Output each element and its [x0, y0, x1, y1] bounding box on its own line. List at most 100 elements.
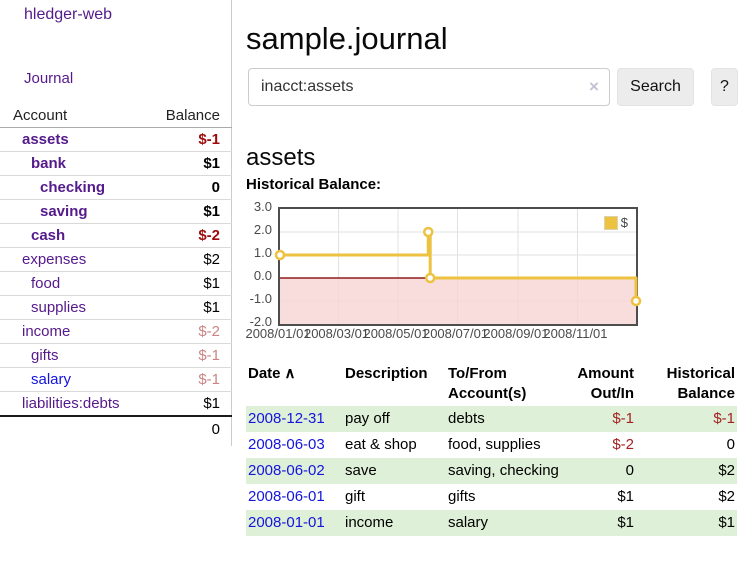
y-tick-label: 1.0 [253, 245, 272, 260]
sidebar: hledger-web Journal Account Balance asse… [0, 0, 232, 446]
col-header-date[interactable]: Date ∧ [246, 362, 343, 406]
x-tick-label: 2008/03/01 [303, 326, 370, 341]
sidebar-account-balance: $1 [203, 155, 220, 172]
transaction-date-link[interactable]: 2008-06-01 [248, 488, 325, 505]
search-button[interactable]: Search [617, 68, 694, 106]
col-header-line1: Amount [577, 365, 634, 382]
sidebar-account-balance: $1 [203, 275, 220, 292]
help-button[interactable]: ? [711, 68, 738, 106]
data-point-marker [274, 249, 286, 261]
sidebar-account-link-saving[interactable]: saving [40, 203, 88, 220]
x-tick-label: 2008/05/01 [363, 326, 429, 341]
sidebar-account-link-food[interactable]: food [31, 275, 61, 292]
transaction-date-cell: 2008-12-31 [246, 406, 343, 432]
legend-label: $ [620, 215, 628, 230]
sidebar-account-link-expenses[interactable]: expenses [22, 251, 87, 268]
transaction-balance-cell: $2 [718, 462, 735, 479]
sidebar-item-journal[interactable]: Journal [24, 70, 74, 87]
sidebar-account-row: expenses $2 [0, 248, 232, 272]
transaction-row: 2008-12-31 pay off debts $-1 $-1 [246, 406, 737, 432]
sidebar-account-row: salary $-1 [0, 368, 232, 392]
accounts-header-account: Account [13, 107, 68, 124]
y-tick-label: -1.0 [249, 291, 272, 306]
transaction-amount-cell: $-2 [612, 436, 634, 453]
sidebar-account-row: supplies $1 [0, 296, 232, 320]
search-input[interactable] [248, 68, 610, 106]
sidebar-account-link-cash[interactable]: cash [31, 227, 66, 244]
sidebar-account-link-salary[interactable]: salary [31, 371, 72, 388]
transaction-accounts-cell: gifts [448, 488, 476, 505]
accounts-header-row: Account Balance [0, 104, 232, 128]
transaction-amount-cell: $1 [617, 488, 634, 505]
transaction-date-link[interactable]: 2008-06-03 [248, 436, 325, 453]
transaction-amount-cell: $-1 [612, 410, 634, 427]
transaction-description-cell: pay off [345, 410, 390, 427]
transaction-row: 2008-06-02 save saving, checking 0 $2 [246, 458, 737, 484]
transaction-description-cell: gift [345, 488, 366, 505]
col-header-line1: Date ∧ [248, 365, 296, 382]
clear-search-icon[interactable]: × [589, 77, 599, 96]
transaction-amount-cell: 0 [625, 462, 634, 479]
x-tick-label: 2008/07/01 [422, 326, 489, 341]
sidebar-account-link-assets[interactable]: assets [22, 131, 69, 148]
negative-region [280, 278, 636, 324]
transaction-row: 2008-06-01 gift gifts $1 $2 [246, 484, 737, 510]
sidebar-account-row: bank $1 [0, 152, 232, 176]
y-tick-label: 2.0 [253, 222, 272, 237]
transaction-date-cell: 2008-06-01 [246, 484, 343, 510]
chart-legend: $ [601, 214, 630, 231]
transaction-date-cell: 2008-06-02 [246, 458, 343, 484]
legend-swatch-icon [603, 215, 618, 230]
col-header-line2: Balance [677, 385, 735, 402]
sidebar-account-link-supplies[interactable]: supplies [31, 299, 87, 316]
transaction-accounts-cell: saving, checking [448, 462, 559, 479]
sidebar-account-link-liabilities-debts[interactable]: liabilities:debts [22, 395, 120, 412]
sidebar-account-link-checking[interactable]: checking [40, 179, 106, 196]
transaction-description-cell: save [345, 462, 377, 479]
transaction-balance-cell: 0 [726, 436, 735, 453]
sidebar-account-link-income[interactable]: income [22, 323, 71, 340]
col-header-historical: Historical Balance [636, 362, 737, 406]
y-tick-label: 3.0 [253, 199, 272, 214]
y-tick-label: -2.0 [249, 314, 272, 329]
col-header-line1: Historical [666, 365, 735, 382]
sidebar-account-balance: $-2 [198, 323, 220, 340]
app-brand-link[interactable]: hledger-web [24, 6, 113, 23]
transaction-date-cell: 2008-01-01 [246, 510, 343, 536]
transaction-balance-cell: $1 [718, 514, 735, 531]
sidebar-account-row: cash $-2 [0, 224, 232, 248]
transaction-description-cell: income [345, 514, 394, 531]
accounts-header-balance: Balance [165, 107, 220, 124]
accounts-total-value: 0 [211, 420, 220, 438]
balance-step-line [280, 230, 638, 301]
sidebar-account-balance: $1 [203, 299, 220, 316]
col-header-line2: Account(s) [448, 385, 527, 402]
accounts-panel: Account Balance assets $-1 bank $1 checking 0… [0, 104, 232, 441]
account-heading: assets [246, 143, 316, 171]
transaction-description-cell: eat & shop [345, 436, 417, 453]
transaction-date-link[interactable]: 2008-06-02 [248, 462, 325, 479]
sidebar-account-row: checking 0 [0, 176, 232, 200]
transaction-accounts-cell: debts [448, 410, 485, 427]
accounts-list: assets $-1 bank $1 checking 0 saving $1 cash $-2 e… [0, 128, 232, 417]
transaction-row: 2008-06-03 eat & shop food, supplies $-2 0 [246, 432, 737, 458]
accounts-total-row: 0 [0, 417, 232, 441]
sidebar-account-link-gifts[interactable]: gifts [31, 347, 59, 364]
transaction-row: 2008-01-01 income salary $1 $1 [246, 510, 737, 536]
sidebar-account-row: gifts $-1 [0, 344, 232, 368]
transaction-amount-cell: $1 [617, 514, 634, 531]
transaction-accounts-cell: food, supplies [448, 436, 541, 453]
sidebar-account-balance: $2 [203, 251, 220, 268]
sidebar-account-link-bank[interactable]: bank [31, 155, 67, 172]
transaction-date-link[interactable]: 2008-01-01 [248, 514, 325, 531]
sidebar-account-row: income $-2 [0, 320, 232, 344]
col-header-line2: Out/In [590, 385, 634, 402]
x-tick-label: 2008/01/01 [245, 326, 311, 341]
y-tick-label: 0.0 [253, 268, 272, 283]
sidebar-account-row: saving $1 [0, 200, 232, 224]
sidebar-account-balance: $-1 [198, 371, 220, 388]
transaction-date-link[interactable]: 2008-12-31 [248, 410, 325, 427]
transaction-accounts-cell: salary [448, 514, 489, 531]
sidebar-account-row: assets $-1 [0, 128, 232, 152]
col-header-line1: Description [345, 365, 428, 382]
